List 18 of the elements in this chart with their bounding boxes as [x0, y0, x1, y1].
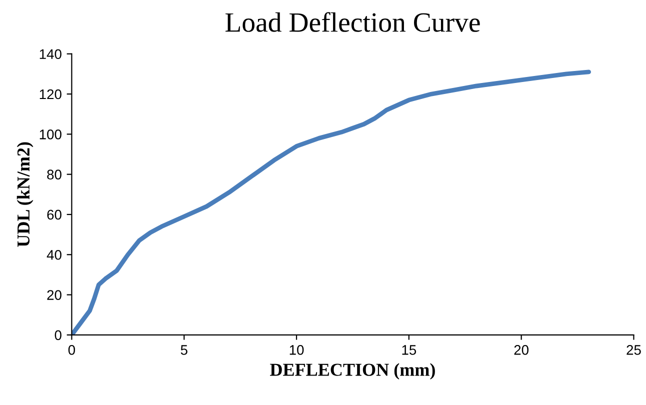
x-axis-title: DEFLECTION (mm)	[270, 363, 435, 380]
y-tick-label: 100	[40, 130, 62, 140]
y-tick-label: 140	[40, 49, 62, 60]
y-tick-label: 60	[47, 210, 62, 220]
x-tick-label: 5	[180, 345, 188, 355]
y-tick-label: 20	[47, 290, 62, 300]
y-tick-label: 40	[46, 250, 62, 260]
y-tick-label: 120	[40, 89, 62, 100]
x-tick-label: 25	[626, 345, 641, 355]
x-tick-label: 0	[68, 345, 76, 355]
x-tick-label: 10	[290, 345, 304, 355]
y-tick-label: 0	[54, 330, 62, 340]
chart-title: Load Deflection Curve	[225, 12, 480, 32]
x-tick-label: 15	[402, 345, 416, 355]
y-axis-title: UDL (kN/m2)	[16, 142, 34, 247]
line-series	[72, 70, 591, 335]
y-tick-label: 80	[47, 170, 62, 180]
x-tick-label: 20	[514, 345, 529, 355]
